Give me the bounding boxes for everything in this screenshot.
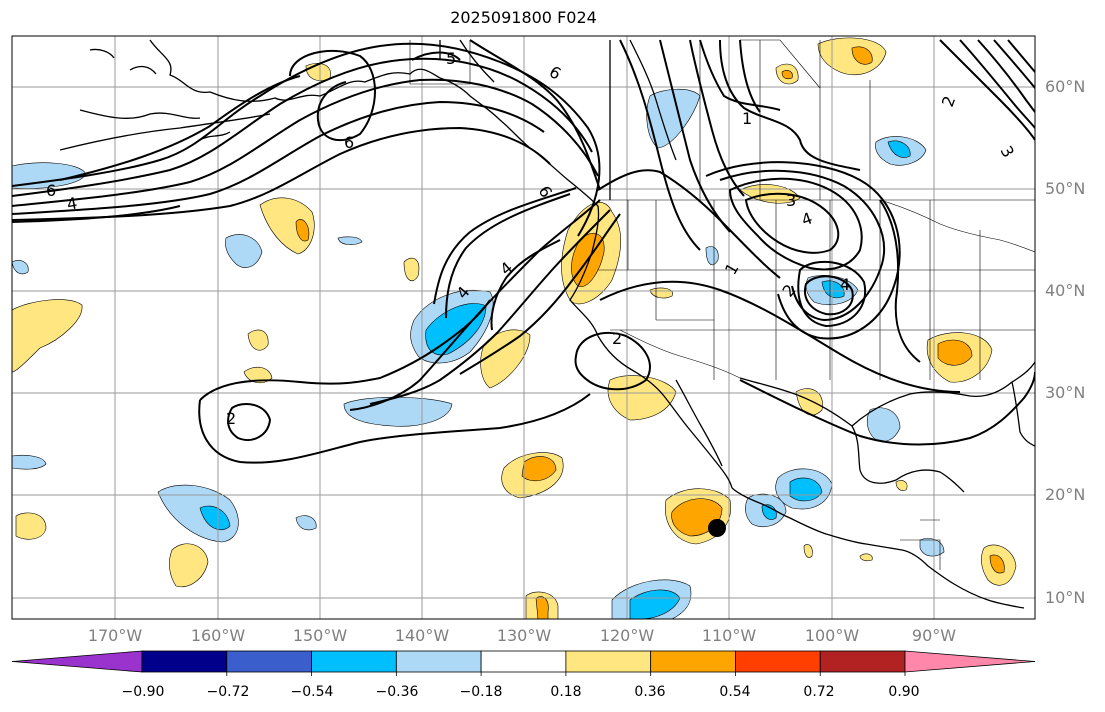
- colorbar-tick-label: −0.72: [206, 684, 250, 700]
- lat-label: 10°N: [1045, 588, 1086, 607]
- lon-label: 100°W: [804, 626, 860, 645]
- contour-label: 6: [344, 133, 354, 152]
- contour-label: 3: [786, 191, 796, 210]
- lon-label: 150°W: [292, 626, 348, 645]
- colorbar-tick-label: 0.54: [719, 684, 751, 700]
- colorbar-tick-label: −0.18: [459, 684, 503, 700]
- colorbar-tick-label: 0.90: [888, 684, 920, 700]
- lon-label: 130°W: [496, 626, 552, 645]
- map-title: 2025091800 F024: [450, 8, 597, 27]
- lat-lon-grid: [12, 36, 1035, 619]
- colorbar-segment: [565, 650, 652, 673]
- contour-label: 4: [65, 193, 78, 213]
- lat-label: 60°N: [1045, 77, 1086, 96]
- political-boundaries: [409, 39, 1035, 570]
- colorbar-segment: [650, 650, 736, 673]
- lon-label: 140°W: [394, 626, 450, 645]
- colorbar-tick-label: −0.90: [121, 684, 165, 700]
- lat-label: 20°N: [1045, 485, 1086, 504]
- contour-label: 2: [226, 409, 236, 428]
- storm-position-marker: [708, 519, 726, 537]
- colorbar-tick-label: 0.18: [550, 684, 582, 700]
- lon-label: 110°W: [701, 626, 757, 645]
- lon-label: 160°W: [190, 626, 246, 645]
- contour-label: 2: [612, 329, 622, 348]
- contour-label: 1: [742, 109, 752, 128]
- contour-label: 6: [46, 181, 56, 200]
- lat-label: 50°N: [1045, 179, 1086, 198]
- map-frame: [11, 35, 1036, 620]
- colorbar-over-extension: [904, 650, 1036, 673]
- lat-label: 30°N: [1045, 383, 1086, 402]
- contour-label: 5: [446, 49, 456, 68]
- lon-label: 120°W: [599, 626, 655, 645]
- colorbar-segment: [226, 650, 312, 673]
- negative-anomaly-shading: [12, 88, 945, 619]
- colorbar-segment: [735, 650, 821, 673]
- colorbar-tick-label: 0.72: [803, 684, 835, 700]
- contour-label: 4: [840, 275, 850, 294]
- colorbar-segment: [395, 650, 482, 673]
- lat-label: 40°N: [1045, 281, 1086, 300]
- colorbar-under-extension: [11, 650, 143, 673]
- colorbar-tick-label: −0.54: [290, 684, 334, 700]
- colorbar-segment: [141, 650, 228, 673]
- colorbar-segment: [311, 650, 397, 673]
- colorbar-tick-label: −0.36: [375, 684, 419, 700]
- height-contours: [12, 39, 1035, 464]
- colorbar-segment: [480, 650, 567, 673]
- colorbar: [11, 650, 1036, 676]
- colorbar-tick-label: 0.36: [634, 684, 666, 700]
- lon-label: 90°W: [911, 626, 957, 645]
- lon-label: 170°W: [87, 626, 143, 645]
- colorbar-segment: [819, 650, 906, 673]
